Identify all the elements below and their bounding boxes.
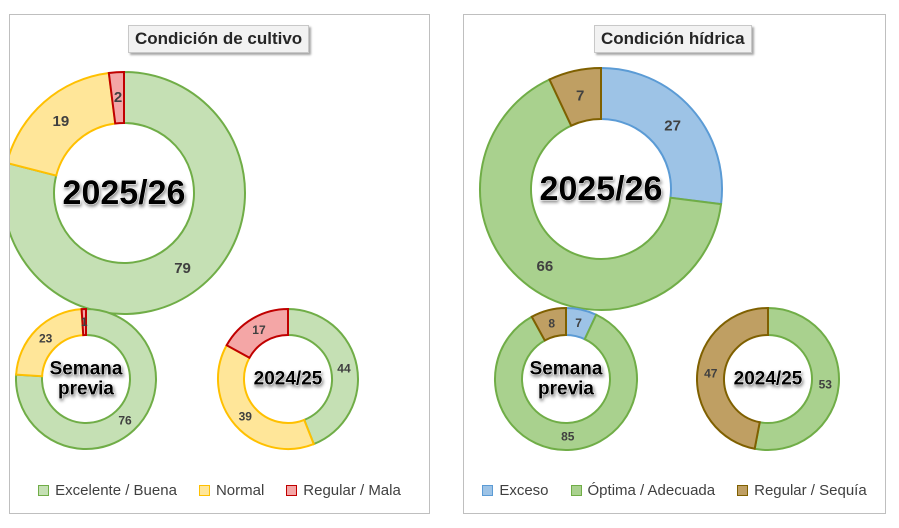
legend-item-2: Regular / Sequía <box>737 482 867 499</box>
ring-center-label-0: 2025/26 <box>63 174 186 212</box>
legend-label: Regular / Mala <box>303 482 401 499</box>
donut-segment-2-2 <box>225 307 289 360</box>
ring-center-label-0: 2025/26 <box>540 170 663 208</box>
crop-condition-panel: Condición de cultivo 79 19 2 2025/26 76 23 1 Se… <box>9 14 430 514</box>
legend-label: Óptima / Adecuada <box>587 482 716 499</box>
water-condition-chart: 27 66 7 2025/26 7 85 8 Semana previa 53 47 2024/25 <box>479 66 841 451</box>
data-label-0-1: 19 <box>53 113 70 130</box>
donut-segment-1-0 <box>15 307 157 450</box>
donut-segment-0-2 <box>548 66 602 127</box>
legend-swatch <box>737 485 749 496</box>
data-label-0-2: 2 <box>114 89 122 106</box>
donut-segment-2-1 <box>753 306 841 451</box>
legend-swatch <box>482 485 494 496</box>
legend-item-1: Normal <box>198 482 265 499</box>
donut-segment-1-2 <box>530 306 567 342</box>
data-label-1-1: 23 <box>39 332 53 346</box>
legend-label: Exceso <box>499 482 549 499</box>
legend-item-0: Excelente / Buena <box>38 482 177 499</box>
crop-condition-title: Condición de cultivo <box>128 25 310 53</box>
ring-center-label-2: 2024/25 <box>734 369 803 390</box>
legend-item-0: Exceso <box>482 482 549 499</box>
data-label-2-2: 17 <box>252 323 266 337</box>
water-condition-panel: Condición hídrica 27 66 7 2025/26 7 85 8 Semana… <box>463 14 886 514</box>
legend-swatch <box>570 485 582 496</box>
donut-segment-0-0 <box>10 70 246 315</box>
data-label-2-2: 47 <box>704 367 718 381</box>
data-label-0-1: 66 <box>537 258 554 275</box>
legend-label: Regular / Sequía <box>754 482 867 499</box>
data-label-1-1: 85 <box>561 429 575 443</box>
legend-label: Excelente / Buena <box>55 482 177 499</box>
crop-condition-chart: 79 19 2 2025/26 76 23 1 Semana previa 44 39 17 2024/… <box>10 70 359 450</box>
legend-swatch <box>198 485 210 496</box>
donut-segment-2-0 <box>287 307 359 446</box>
water-condition-title: Condición hídrica <box>594 25 752 53</box>
data-label-2-1: 53 <box>819 377 833 391</box>
data-label-0-2: 7 <box>576 87 584 104</box>
legend-swatch <box>286 485 298 496</box>
donut-segment-0-1 <box>479 78 723 311</box>
water-condition-legend: Exceso Óptima / Adecuada Regular / Sequía <box>464 482 885 499</box>
data-label-0-0: 79 <box>174 260 191 277</box>
donut-segment-2-1 <box>217 343 316 450</box>
data-label-0-0: 27 <box>664 117 681 134</box>
data-label-1-2: 8 <box>548 316 555 330</box>
data-label-1-0: 7 <box>575 316 582 330</box>
data-label-2-1: 39 <box>239 410 253 424</box>
donut-segment-0-0 <box>600 66 723 206</box>
donut-segment-0-2 <box>107 70 125 125</box>
data-label-1-2: 1 <box>81 315 88 329</box>
donut-segment-1-2 <box>80 307 87 337</box>
legend-swatch <box>38 485 50 496</box>
donut-segment-2-2 <box>696 306 769 450</box>
legend-item-1: Óptima / Adecuada <box>570 482 716 499</box>
legend-item-2: Regular / Mala <box>286 482 401 499</box>
data-label-2-0: 44 <box>337 361 351 375</box>
ring-center-label-1: Semana previa <box>50 359 123 400</box>
crop-condition-legend: Excelente / Buena Normal Regular / Mala <box>10 482 429 499</box>
ring-center-label-1: Semana previa <box>530 359 603 400</box>
data-label-1-0: 76 <box>118 414 132 428</box>
donut-segment-1-1 <box>494 313 638 451</box>
ring-center-label-2: 2024/25 <box>254 369 323 390</box>
legend-label: Normal <box>215 482 265 499</box>
